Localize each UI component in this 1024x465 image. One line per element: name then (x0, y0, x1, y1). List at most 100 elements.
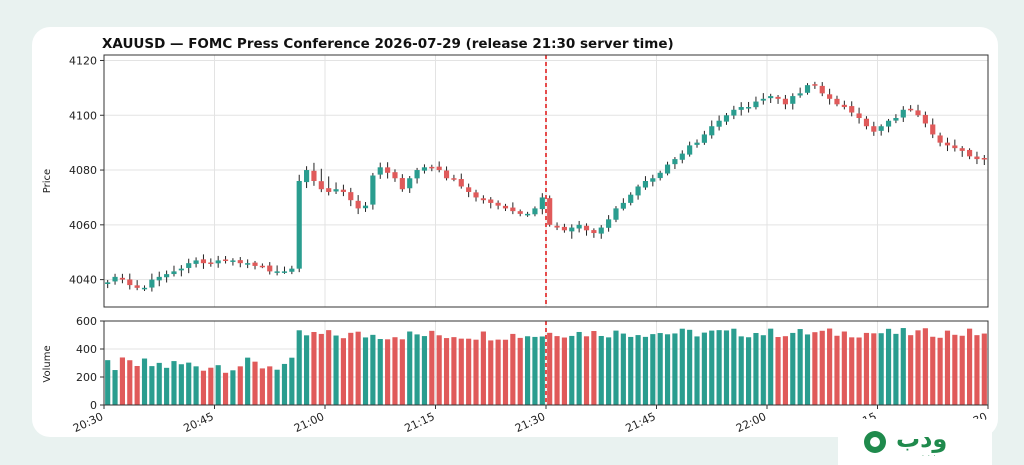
candle-body (230, 260, 236, 262)
volume-bar (407, 331, 413, 405)
volume-bar (274, 369, 280, 405)
candle-body (569, 227, 575, 232)
candle-body (164, 274, 170, 278)
volume-bar (583, 336, 590, 405)
volume-bar (517, 337, 523, 405)
volume-bar (952, 334, 958, 405)
volume-bar (775, 337, 781, 405)
volume-bar (908, 335, 914, 405)
volume-bar (215, 365, 221, 405)
volume-bar (760, 335, 766, 405)
volume-bar (466, 338, 472, 405)
volume-bar (296, 330, 302, 405)
volume-bar (178, 364, 184, 405)
price-tick-label: 4080 (69, 164, 97, 177)
volume-bar (112, 370, 118, 405)
volume-bar (119, 357, 125, 405)
volume-tick-label: 400 (76, 343, 97, 356)
volume-bar (687, 329, 693, 405)
candle-body (834, 98, 840, 105)
candle-body (517, 211, 523, 214)
volume-bar (547, 332, 553, 405)
candle-body (502, 205, 509, 209)
volume-bar (672, 333, 678, 405)
candle-body (937, 135, 943, 143)
volume-bar (458, 338, 464, 405)
candle-body (554, 225, 560, 228)
candle-body (436, 166, 442, 171)
candle-body (790, 96, 796, 104)
candle-body (606, 219, 612, 228)
candle-body (620, 202, 626, 209)
candle-body (723, 115, 730, 122)
candle-body (414, 170, 420, 179)
volume-bar (392, 337, 398, 405)
volume-bar (237, 366, 243, 405)
volume-bar (480, 331, 486, 405)
price-grid (103, 55, 989, 307)
volume-bar (679, 328, 685, 405)
candle-body (598, 227, 604, 234)
volume-bar (746, 337, 752, 405)
price-tick-label: 4120 (69, 54, 97, 67)
volume-bar (664, 334, 671, 405)
volume-bar (871, 333, 877, 405)
volume-bar (849, 337, 855, 405)
candle-body (760, 98, 766, 101)
candle-body (797, 93, 803, 96)
candle-body (488, 199, 494, 203)
candle-body (458, 179, 464, 187)
price-tick-label: 4100 (69, 109, 97, 122)
volume-bar (171, 361, 177, 405)
candle-body (576, 224, 582, 229)
volume-bar (502, 339, 509, 405)
volume-bar (156, 362, 162, 405)
candle-body (311, 170, 317, 181)
price-tick-label: 4040 (69, 274, 97, 287)
candle-body (222, 259, 229, 261)
price-volume-chart: 20:3020:4521:0021:1521:3021:4522:0022:15… (42, 36, 989, 435)
volume-bar (414, 334, 420, 405)
volume-bar (267, 366, 273, 405)
candle-body (193, 260, 199, 264)
volume-bar (569, 335, 575, 405)
candle-body (753, 101, 759, 108)
candle-body (701, 134, 707, 143)
candle-body (134, 285, 140, 288)
candle-body (355, 200, 361, 209)
candle-body (827, 94, 833, 99)
candle-body (119, 277, 125, 280)
candle-body (443, 170, 450, 179)
candle-body (930, 124, 936, 135)
volume-bar (812, 332, 818, 405)
candle-body (141, 287, 148, 290)
volume-bar (281, 363, 288, 405)
candle-body (583, 225, 590, 231)
candle-body (915, 110, 921, 116)
candle-body (274, 271, 280, 273)
volume-bar (200, 370, 207, 405)
candle-body (959, 148, 965, 151)
x-tick-label: 22:00 (734, 410, 768, 435)
volume-bar (164, 367, 170, 405)
volume-bar (451, 337, 457, 405)
volume-bar (635, 335, 641, 405)
candle-body (186, 263, 192, 268)
candle-body (849, 106, 855, 113)
volume-bar (694, 336, 700, 405)
volume-bar (333, 335, 339, 405)
volume-bar (289, 357, 295, 405)
volume-bar (709, 330, 715, 405)
candle-body (679, 153, 685, 160)
volume-bar (370, 334, 376, 405)
candle-body (348, 192, 354, 201)
candle-body (304, 170, 310, 183)
candle-body (289, 268, 295, 272)
candle-body (628, 194, 634, 203)
logo-subtext-icon: · · · (922, 453, 937, 460)
candle-body (657, 172, 663, 179)
candle-body (171, 271, 177, 275)
volume-bar (650, 334, 656, 405)
volume-bar (539, 336, 545, 405)
volume-bar (900, 328, 906, 405)
